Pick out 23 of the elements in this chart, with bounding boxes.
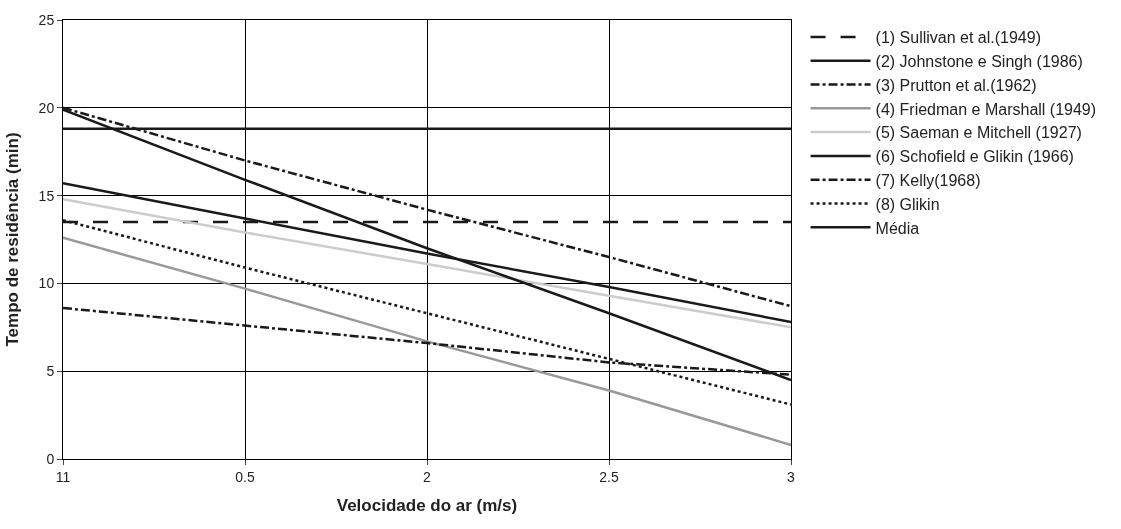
- y-tick-label: 5: [46, 363, 55, 380]
- legend-label: (4) Friedman e Marshall (1949): [875, 100, 1097, 118]
- x-tick-label: 11: [55, 468, 71, 485]
- y-tick-label: 10: [38, 275, 55, 292]
- y-axis-title: Tempo de residência (min): [3, 132, 23, 347]
- y-tick-label: 0: [46, 450, 55, 467]
- legend-label: (6) Schofield e Glikin (1966): [875, 148, 1074, 166]
- legend-label: (3) Prutton et al.(1962): [875, 76, 1037, 94]
- y-tick-label: 15: [38, 187, 55, 204]
- y-tick-label: 20: [38, 99, 55, 116]
- legend-label: (2) Johnstone e Singh (1986): [875, 52, 1083, 70]
- legend-label: Média: [875, 219, 920, 237]
- line-series: [63, 236, 791, 447]
- x-tick-label: 2.5: [599, 468, 619, 485]
- x-tick-label: 2: [423, 468, 432, 485]
- x-axis-title: Velocidade do ar (m/s): [336, 496, 518, 516]
- legend-label: (7) Kelly(1968): [875, 171, 981, 189]
- legend-label: (1) Sullivan et al.(1949): [875, 29, 1041, 47]
- x-tick-label: 3: [787, 468, 796, 485]
- legend-label: (8) Glikin: [875, 195, 940, 213]
- x-tick-label: 0.5: [235, 468, 255, 485]
- legend-label: (5) Saeman e Mitchell (1927): [875, 124, 1082, 142]
- y-tick-label: 25: [38, 11, 55, 28]
